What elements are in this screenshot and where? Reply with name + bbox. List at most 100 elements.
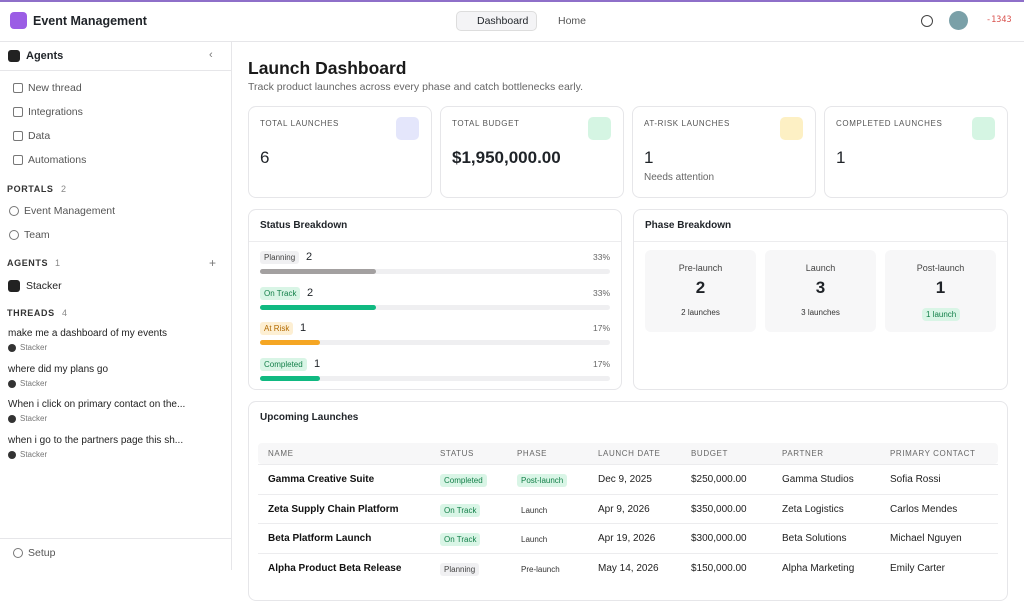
nav-icon xyxy=(13,83,23,93)
status-percent: 17% xyxy=(592,358,610,369)
stat-value: 1 xyxy=(644,148,654,167)
portal-icon xyxy=(9,206,19,216)
sidebar-border xyxy=(231,42,232,570)
sidebar-header: Agents xyxy=(26,50,64,62)
launch-name[interactable]: Zeta Supply Chain Platform xyxy=(268,503,399,515)
sidebar-item[interactable]: Integrations xyxy=(28,106,83,118)
nav-icon xyxy=(13,155,23,165)
thread-title[interactable]: make me a dashboard of my events xyxy=(8,328,167,339)
stat-icon xyxy=(972,117,995,140)
nav-icon xyxy=(13,131,23,141)
thread-title[interactable]: when i go to the partners page this sh..… xyxy=(8,434,184,446)
sidebar-divider xyxy=(0,70,231,71)
page-title: Launch Dashboard xyxy=(248,58,407,78)
status-count: 1 xyxy=(300,322,307,334)
phase-label: Pre-launch xyxy=(678,263,723,273)
collapse[interactable]: ‹ xyxy=(209,49,213,61)
status-percent: 33% xyxy=(592,252,610,262)
phase-note: 2 launches xyxy=(681,308,720,317)
agent-item[interactable]: Stacker xyxy=(26,280,62,292)
stat-label: TOTAL BUDGET xyxy=(452,119,520,128)
cell: Beta Solutions xyxy=(782,533,847,544)
avatar[interactable] xyxy=(949,11,968,30)
launch-name[interactable]: Gamma Creative Suite xyxy=(268,474,375,485)
column-header: NAME xyxy=(268,449,294,458)
upcoming-card xyxy=(248,401,1008,601)
phase-note: 3 launches xyxy=(801,308,840,317)
agents-icon xyxy=(8,50,20,62)
nav-icon xyxy=(13,107,23,117)
nav-active-bg xyxy=(456,11,537,31)
section-label: THREADS xyxy=(7,308,55,318)
cell: Sofia Rossi xyxy=(890,474,941,485)
row-divider xyxy=(258,523,998,524)
launch-name[interactable]: Beta Platform Launch xyxy=(268,533,372,544)
status-pill: On Track xyxy=(260,286,301,300)
cell: May 14, 2026 xyxy=(598,562,659,574)
column-header: PRIMARY CONTACT xyxy=(890,449,976,458)
stat-label: AT-RISK LAUNCHES xyxy=(644,119,730,128)
badge: -1343 xyxy=(986,15,1012,25)
nav-home[interactable]: Home xyxy=(558,15,587,27)
status-title: Status Breakdown xyxy=(260,220,348,231)
phase-tile xyxy=(765,250,876,332)
portal-item[interactable]: Team xyxy=(24,229,50,241)
launch-name[interactable]: Alpha Product Beta Release xyxy=(268,562,402,574)
phase-divider xyxy=(634,241,1007,242)
stat-value: 1 xyxy=(836,148,846,167)
row-divider xyxy=(258,493,998,495)
status-track xyxy=(260,375,610,381)
phase-pill: Launch xyxy=(521,535,548,544)
cell: Zeta Logistics xyxy=(782,503,844,515)
thread-agent-icon xyxy=(8,450,16,459)
nav-dashboard[interactable]: Dashboard xyxy=(477,15,529,27)
status-bar xyxy=(260,340,320,345)
thread-agent: Stacker xyxy=(20,449,48,459)
status-track xyxy=(260,340,610,345)
phase-count: 2 xyxy=(695,278,706,297)
thread-title[interactable]: where did my plans go xyxy=(8,363,109,375)
app-title: Event Management xyxy=(33,14,147,28)
cell: Carlos Mendes xyxy=(890,503,958,515)
section-label: PORTALS xyxy=(7,184,54,194)
status-pill: On Track xyxy=(440,503,481,517)
row-divider xyxy=(258,464,998,465)
stat-icon xyxy=(396,117,419,140)
setup[interactable]: Setup xyxy=(28,547,56,559)
status-bar xyxy=(260,304,376,310)
footer-divider xyxy=(0,538,231,539)
stat-label: COMPLETED LAUNCHES xyxy=(836,119,943,128)
phase-pill: Pre-launch xyxy=(521,564,560,574)
status-track xyxy=(260,304,610,310)
phase-count: 3 xyxy=(815,278,826,297)
status-track xyxy=(260,269,610,274)
column-header: PARTNER xyxy=(782,449,824,458)
phase-pill: Post-launch xyxy=(517,474,568,487)
cell: $300,000.00 xyxy=(691,533,747,544)
portal-item[interactable]: Event Management xyxy=(24,205,116,217)
status-divider xyxy=(249,241,621,242)
app-logo xyxy=(10,12,27,29)
column-header: LAUNCH DATE xyxy=(598,449,661,458)
cell: $150,000.00 xyxy=(691,562,747,574)
status-count: 1 xyxy=(314,357,321,370)
phase-label: Post-launch xyxy=(916,263,965,273)
thread-title[interactable]: When i click on primary contact on the..… xyxy=(8,399,186,410)
sidebar-item[interactable]: Data xyxy=(28,130,51,142)
top-accent xyxy=(0,0,1024,2)
add-agent[interactable]: + xyxy=(209,256,217,270)
stat-label: TOTAL LAUNCHES xyxy=(260,119,339,128)
status-bar xyxy=(260,375,320,381)
sidebar-item[interactable]: Automations xyxy=(28,154,87,166)
section-count: 1 xyxy=(55,258,61,268)
row-divider xyxy=(258,552,998,554)
stat-note: Needs attention xyxy=(644,172,715,183)
sidebar-item[interactable]: New thread xyxy=(28,82,82,94)
cell: Dec 9, 2025 xyxy=(598,474,652,485)
upcoming-title: Upcoming Launches xyxy=(260,412,359,423)
status-pill: On Track xyxy=(440,533,481,546)
status-count: 2 xyxy=(307,286,314,299)
phase-tile xyxy=(645,250,756,332)
help-icon[interactable] xyxy=(921,15,933,27)
